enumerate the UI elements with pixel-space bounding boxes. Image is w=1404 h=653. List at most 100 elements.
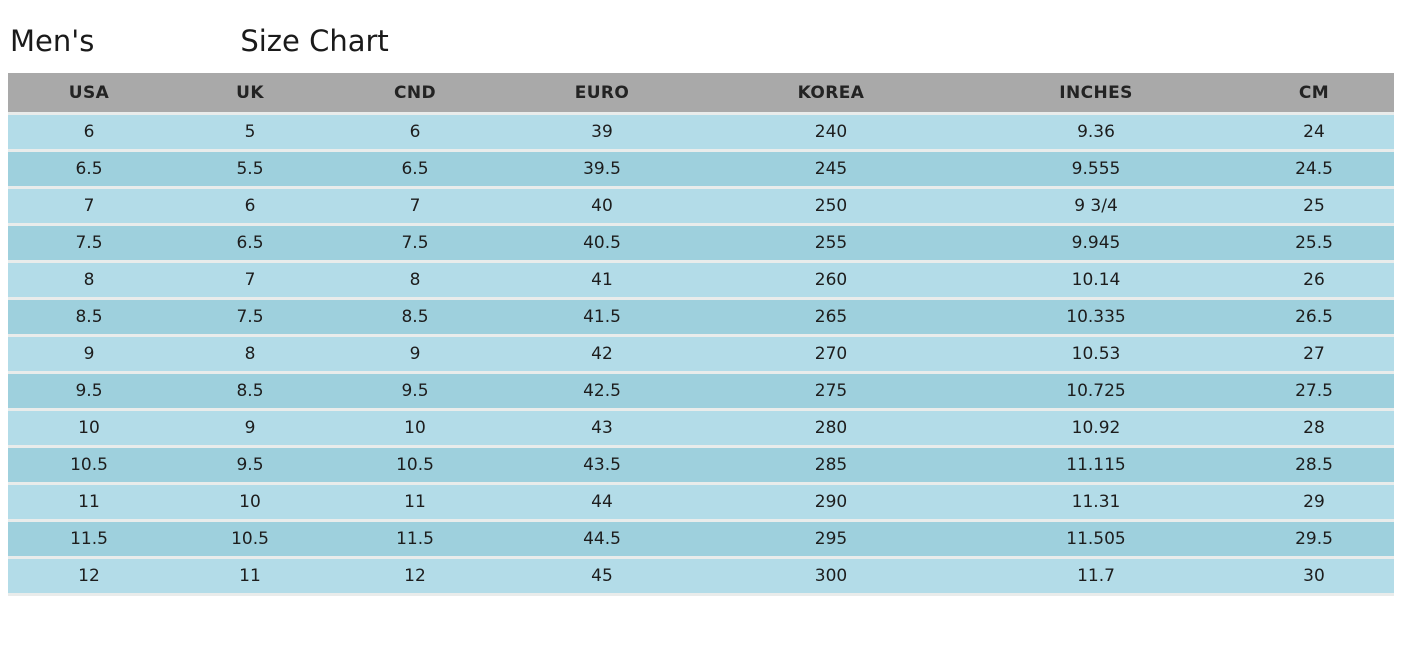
table-cell-euro: 42 <box>500 337 704 374</box>
table-cell-euro: 43 <box>500 411 704 448</box>
table-cell-cnd: 8 <box>330 263 500 300</box>
size-chart-table: USA UK CND EURO KOREA INCHES CM 6 5 6 39 240 9.36 24… <box>8 73 1394 596</box>
table-cell-usa: 11 <box>8 485 170 522</box>
table-cell-korea: 240 <box>704 115 958 152</box>
table-cell-cnd: 12 <box>330 559 500 596</box>
table-cell-euro: 45 <box>500 559 704 596</box>
header-cell-uk: UK <box>170 73 330 115</box>
table-cell-korea: 295 <box>704 522 958 559</box>
table-row: 9.5 8.5 9.5 42.5 275 10.725 27.5 <box>8 374 1394 411</box>
table-cell-inches: 9.555 <box>958 152 1234 189</box>
table-cell-cm: 29 <box>1234 485 1394 522</box>
table-cell-cnd: 10.5 <box>330 448 500 485</box>
table-cell-uk: 7.5 <box>170 300 330 337</box>
table-cell-cnd: 9 <box>330 337 500 374</box>
table-cell-cnd: 6.5 <box>330 152 500 189</box>
table-cell-korea: 290 <box>704 485 958 522</box>
table-cell-korea: 260 <box>704 263 958 300</box>
table-cell-cnd: 11.5 <box>330 522 500 559</box>
table-cell-uk: 9 <box>170 411 330 448</box>
header-cell-cnd: CND <box>330 73 500 115</box>
page-title-suffix: Size Chart <box>240 24 389 58</box>
table-row: 7 6 7 40 250 9 3/4 25 <box>8 189 1394 226</box>
table-cell-cm: 24 <box>1234 115 1394 152</box>
table-cell-euro: 41.5 <box>500 300 704 337</box>
table-header: USA UK CND EURO KOREA INCHES CM <box>8 73 1394 115</box>
table-cell-usa: 6 <box>8 115 170 152</box>
header-cell-usa: USA <box>8 73 170 115</box>
table-row: 11 10 11 44 290 11.31 29 <box>8 485 1394 522</box>
table-cell-inches: 11.7 <box>958 559 1234 596</box>
table-cell-inches: 11.505 <box>958 522 1234 559</box>
table-row: 9 8 9 42 270 10.53 27 <box>8 337 1394 374</box>
table-cell-cm: 26 <box>1234 263 1394 300</box>
table-cell-cm: 29.5 <box>1234 522 1394 559</box>
table-cell-korea: 285 <box>704 448 958 485</box>
table-cell-uk: 11 <box>170 559 330 596</box>
table-cell-usa: 9 <box>8 337 170 374</box>
table-cell-uk: 6 <box>170 189 330 226</box>
table-row: 8.5 7.5 8.5 41.5 265 10.335 26.5 <box>8 300 1394 337</box>
table-cell-euro: 44.5 <box>500 522 704 559</box>
header-cell-korea: KOREA <box>704 73 958 115</box>
table-row: 10 9 10 43 280 10.92 28 <box>8 411 1394 448</box>
table-cell-euro: 40 <box>500 189 704 226</box>
table-cell-usa: 7.5 <box>8 226 170 263</box>
table-cell-cm: 28 <box>1234 411 1394 448</box>
table-cell-uk: 10 <box>170 485 330 522</box>
table-row: 6 5 6 39 240 9.36 24 <box>8 115 1394 152</box>
table-cell-usa: 8.5 <box>8 300 170 337</box>
table-cell-korea: 245 <box>704 152 958 189</box>
table-cell-cnd: 9.5 <box>330 374 500 411</box>
table-cell-inches: 11.31 <box>958 485 1234 522</box>
table-cell-usa: 10 <box>8 411 170 448</box>
table-cell-uk: 10.5 <box>170 522 330 559</box>
table-cell-inches: 9 3/4 <box>958 189 1234 226</box>
table-row: 8 7 8 41 260 10.14 26 <box>8 263 1394 300</box>
table-cell-usa: 8 <box>8 263 170 300</box>
table-cell-cnd: 10 <box>330 411 500 448</box>
page-title-prefix: Men's <box>10 24 95 58</box>
table-cell-inches: 10.53 <box>958 337 1234 374</box>
table-row: 7.5 6.5 7.5 40.5 255 9.945 25.5 <box>8 226 1394 263</box>
table-cell-cnd: 8.5 <box>330 300 500 337</box>
table-row: 10.5 9.5 10.5 43.5 285 11.115 28.5 <box>8 448 1394 485</box>
table-cell-uk: 5.5 <box>170 152 330 189</box>
table-cell-cm: 25.5 <box>1234 226 1394 263</box>
table-cell-euro: 40.5 <box>500 226 704 263</box>
table-cell-inches: 10.92 <box>958 411 1234 448</box>
table-cell-euro: 43.5 <box>500 448 704 485</box>
table-cell-uk: 8.5 <box>170 374 330 411</box>
table-cell-euro: 44 <box>500 485 704 522</box>
table-cell-inches: 10.335 <box>958 300 1234 337</box>
table-cell-cm: 30 <box>1234 559 1394 596</box>
table-row: 11.5 10.5 11.5 44.5 295 11.505 29.5 <box>8 522 1394 559</box>
header-row: USA UK CND EURO KOREA INCHES CM <box>8 73 1394 115</box>
table-cell-cm: 27.5 <box>1234 374 1394 411</box>
table-cell-inches: 10.14 <box>958 263 1234 300</box>
table-cell-euro: 39.5 <box>500 152 704 189</box>
table-cell-euro: 41 <box>500 263 704 300</box>
table-cell-korea: 265 <box>704 300 958 337</box>
header-cell-cm: CM <box>1234 73 1394 115</box>
page-title: Men's Size Chart <box>10 24 389 58</box>
table-cell-uk: 7 <box>170 263 330 300</box>
table-cell-euro: 39 <box>500 115 704 152</box>
table-row: 12 11 12 45 300 11.7 30 <box>8 559 1394 596</box>
table-cell-usa: 7 <box>8 189 170 226</box>
table-cell-korea: 280 <box>704 411 958 448</box>
table-cell-euro: 42.5 <box>500 374 704 411</box>
table-cell-uk: 6.5 <box>170 226 330 263</box>
table-cell-cm: 26.5 <box>1234 300 1394 337</box>
table-cell-cnd: 11 <box>330 485 500 522</box>
table-cell-usa: 6.5 <box>8 152 170 189</box>
table-cell-cnd: 7 <box>330 189 500 226</box>
table-cell-usa: 12 <box>8 559 170 596</box>
table-cell-cnd: 6 <box>330 115 500 152</box>
header-cell-euro: EURO <box>500 73 704 115</box>
table-cell-korea: 300 <box>704 559 958 596</box>
table-cell-inches: 9.945 <box>958 226 1234 263</box>
table-cell-usa: 11.5 <box>8 522 170 559</box>
table-cell-cm: 24.5 <box>1234 152 1394 189</box>
title-gap-spacer <box>94 50 240 51</box>
